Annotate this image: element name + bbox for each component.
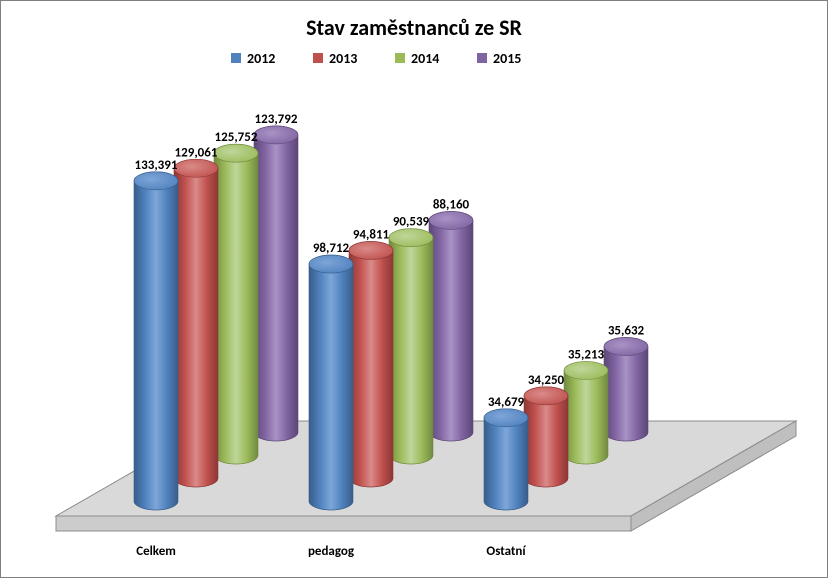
bar-cylinder: 133,391: [134, 158, 178, 510]
category-label: pedagog: [308, 544, 355, 559]
bars-group: 123,792 88,160 35,632 125,752 90,539 35,213 12…: [134, 112, 648, 510]
bar-cylinder: 90,539: [389, 215, 433, 464]
category-label: Celkem: [136, 544, 176, 559]
data-label: 90,539: [393, 215, 430, 230]
bar-cylinder: 98,712: [309, 241, 353, 510]
legend-swatch: [477, 53, 487, 63]
legend-swatch: [313, 53, 323, 63]
legend-label: 2015: [493, 50, 521, 67]
legend: 2012 2013 2014 2015: [231, 50, 521, 67]
bar-cylinder: 123,792: [254, 112, 298, 441]
data-label: 133,391: [135, 158, 178, 173]
data-label: 129,061: [175, 145, 218, 160]
legend-label: 2012: [247, 50, 275, 67]
bar-cylinder: 125,752: [214, 130, 258, 464]
data-label: 34,250: [528, 373, 565, 388]
legend-label: 2013: [329, 50, 357, 67]
data-label: 98,712: [313, 241, 350, 256]
category-label: Ostatní: [486, 544, 526, 559]
bar-cylinder: 35,213: [564, 347, 608, 464]
category-axis: Celkem pedagog Ostatní: [136, 544, 526, 559]
bar-cylinder: 35,632: [604, 323, 648, 441]
legend-swatch: [395, 53, 405, 63]
legend-swatch: [231, 53, 241, 63]
chart-svg: Stav zaměstnanců ze SR 2012 2013 2014 2015 12…: [1, 1, 827, 577]
chart-title: Stav zaměstnanců ze SR: [306, 14, 522, 41]
data-label: 35,213: [568, 347, 605, 362]
chart-container: Stav zaměstnanců ze SR 2012 2013 2014 2015 12…: [0, 0, 828, 578]
data-label: 123,792: [255, 112, 298, 127]
legend-label: 2014: [411, 50, 439, 67]
bar-cylinder: 34,250: [524, 373, 568, 487]
data-label: 125,752: [215, 130, 258, 145]
data-label: 34,679: [488, 395, 525, 410]
bar-cylinder: 94,811: [349, 227, 393, 487]
data-label: 94,811: [353, 227, 390, 242]
data-label: 88,160: [433, 197, 470, 212]
bar-cylinder: 129,061: [174, 145, 218, 487]
data-label: 35,632: [608, 323, 645, 338]
bar-cylinder: 34,679: [484, 395, 528, 510]
bar-cylinder: 88,160: [429, 197, 473, 441]
